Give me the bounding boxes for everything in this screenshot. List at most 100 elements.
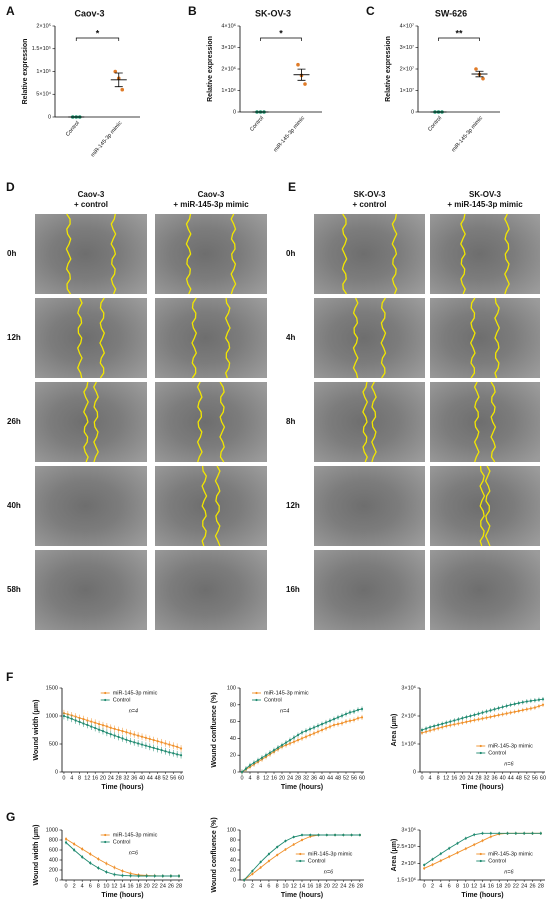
x-tick-label: 48 [516,775,522,781]
y-tick-label: 2×10⁷ [400,65,414,72]
micrograph [314,298,425,378]
x-tick-label: 44 [327,775,333,781]
significance-bracket [438,37,480,41]
data-point [320,728,324,732]
micrograph [314,214,425,294]
data-point [148,745,151,748]
x-axis-label: Time (hours) [281,892,323,899]
data-point [137,742,140,745]
data-point [259,866,262,869]
data-point [441,722,444,725]
data-point [461,717,464,720]
y-axis-label: Wound confluence (%) [211,817,218,892]
y-tick-label: 0 [233,769,236,775]
x-tick-label: 10 [282,883,288,889]
micrograph [155,298,267,378]
data-point [445,721,448,724]
legend-swatch [479,744,482,748]
data-point [74,715,77,718]
data-point [449,724,452,727]
data-point [433,728,436,731]
legend-swatch [299,852,302,856]
data-point [456,842,459,845]
x-tick-label: 32 [303,775,309,781]
x-tick-label: 12 [84,775,90,781]
legend-label: Control [488,858,506,864]
data-point [533,699,537,702]
micrograph [35,382,147,462]
legend-swatch [479,859,482,863]
x-tick-label: 8 [276,883,279,889]
data-point [129,740,132,743]
micrograph [430,466,540,546]
wound-edge [110,213,117,295]
x-tick-label: 24 [287,775,293,781]
y-tick-label: 4×10⁶ [221,22,236,29]
data-point [325,833,328,837]
data-point [64,841,68,844]
data-point [332,717,336,721]
wound-edge [65,213,72,295]
data-point [97,857,100,861]
data-point [164,750,167,753]
wound-edge [460,213,466,295]
chart-title: SK-OV-3 [255,8,291,18]
data-point [521,701,524,704]
data-point [62,714,66,718]
data-point [336,723,340,726]
y-tick-label: 0 [55,769,58,775]
data-point [505,704,508,708]
data-point [284,848,287,851]
data-point [424,727,428,730]
data-point [81,855,84,859]
data-point [525,708,528,711]
data-point [113,727,116,730]
data-point [89,861,92,865]
y-tick-label: 3×10⁶ [401,684,416,691]
data-point [292,835,295,839]
micrograph [314,550,425,630]
x-tick-label: 22 [513,883,519,889]
data-point [109,726,112,729]
y-tick-label: 200 [49,867,58,873]
column-header: Caov-3 [198,190,225,199]
data-point [176,753,179,756]
y-tick-label: 2×10⁶ [221,65,236,72]
data-point [308,728,312,731]
column-header: SK-OV-3 [353,190,386,199]
micrograph [35,214,147,294]
y-tick-label: 0 [48,114,51,120]
data-point [97,723,101,726]
row-label: 0h [286,249,295,258]
x-tick-label: 12 [291,883,297,889]
micrograph [430,298,540,378]
data-point [453,719,456,722]
x-tick-label: 40 [139,775,145,781]
y-tick-label: 5×10⁴ [36,91,51,98]
data-point [437,723,440,727]
data-point [449,720,452,723]
y-tick-label: 20 [230,867,236,873]
data-point [420,728,424,732]
y-axis-label: Relative expression [22,39,29,105]
x-tick-label: 0 [423,883,426,889]
data-point [267,859,271,863]
x-tick-label: 28 [295,775,301,781]
y-tick-label: 60 [230,719,236,725]
data-point [473,843,476,846]
x-tick-label: 8 [256,775,259,781]
data-point [161,874,164,878]
data-point [457,718,460,721]
data-point [481,717,484,720]
wound-edge [494,297,501,379]
x-tick-label: 26 [168,883,174,889]
data-point [356,717,360,720]
data-point [309,833,312,837]
data-point [140,735,144,738]
data-point [448,847,451,850]
data-point [439,852,442,855]
x-tick-label: 28 [357,883,363,889]
y-tick-label: 1×10⁶ [221,87,236,94]
y-tick-label: 1.5×10⁶ [397,876,416,883]
